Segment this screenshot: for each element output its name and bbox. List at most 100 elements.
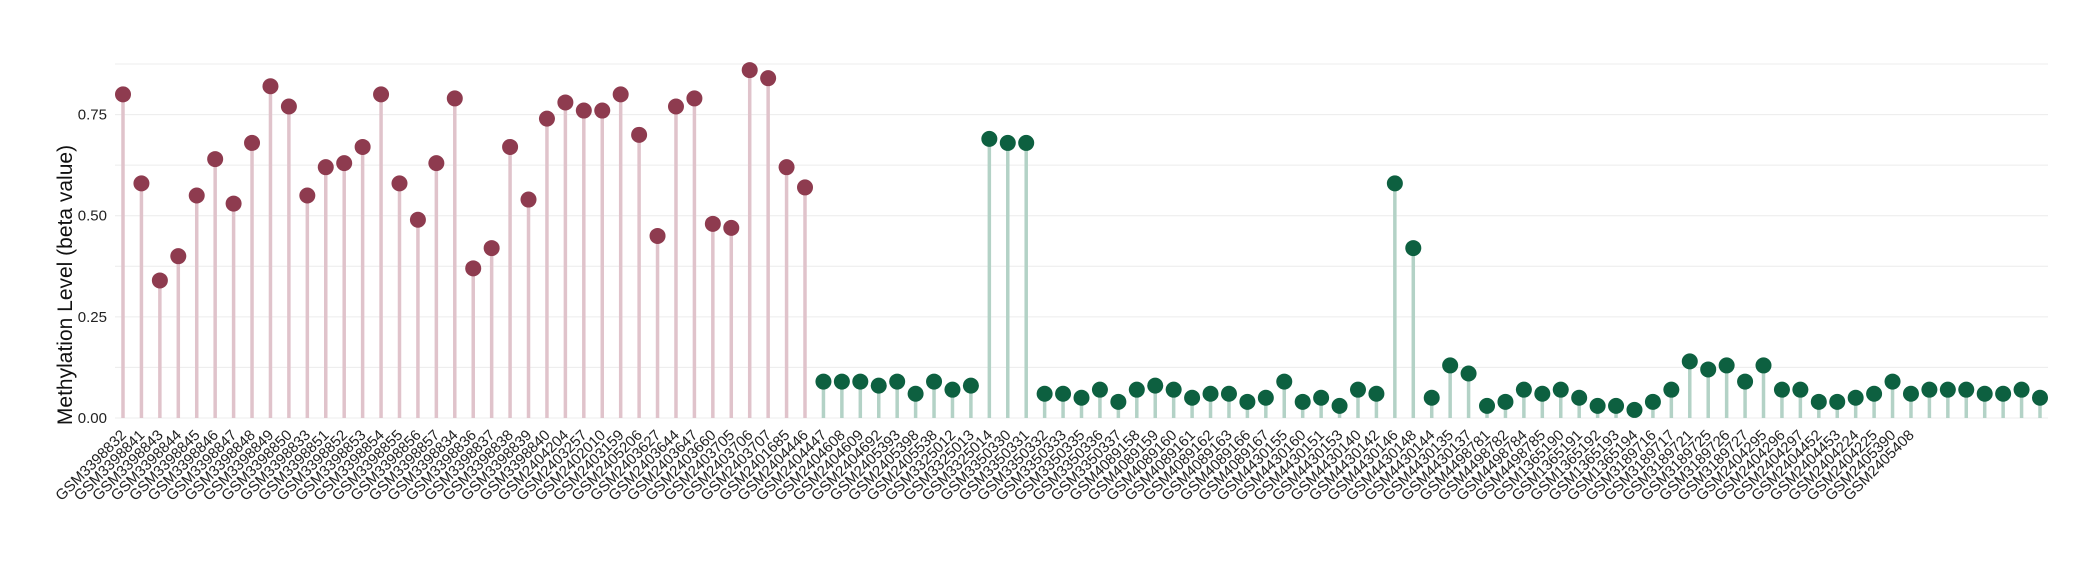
lollipop-point — [1331, 397, 1348, 414]
lollipop-point — [649, 227, 666, 244]
lollipop-point — [1995, 385, 2012, 402]
y-tick-label: 0.75 — [78, 107, 107, 124]
lollipop-point — [1700, 361, 1717, 378]
lollipop-point — [833, 373, 850, 390]
lollipop-point — [244, 134, 261, 151]
lollipop-point — [225, 195, 242, 212]
lollipop-point — [1091, 381, 1108, 398]
lollipop-point — [1147, 377, 1164, 394]
lollipop-point — [944, 381, 961, 398]
lollipop-point — [612, 86, 629, 103]
y-tick-label: 0.00 — [78, 410, 107, 427]
lollipop-point — [299, 187, 316, 204]
lollipop-point — [631, 126, 648, 143]
lollipop-point — [686, 90, 703, 107]
lollipop-point — [428, 155, 445, 172]
lollipop-point — [1202, 385, 1219, 402]
lollipop-point — [667, 98, 684, 115]
lollipop-point — [723, 219, 740, 236]
lollipop-point — [594, 102, 611, 119]
lollipop-point — [1018, 134, 1035, 151]
lollipop-point — [1755, 357, 1772, 374]
lollipop-point — [1386, 175, 1403, 192]
lollipop-point — [760, 70, 777, 87]
lollipop-point — [1497, 393, 1514, 410]
y-axis-ticks: 0.00 0.25 0.50 0.75 — [78, 107, 107, 427]
lollipop-point — [1663, 381, 1680, 398]
lollipop-point — [2032, 389, 2048, 406]
lollipop-point — [1773, 381, 1790, 398]
lollipop-point — [115, 86, 131, 103]
lollipop-point — [133, 175, 150, 192]
lollipop-point — [962, 377, 979, 394]
lollipop-point — [999, 134, 1016, 151]
lollipop-point — [409, 211, 426, 228]
lollipop-point — [1349, 381, 1366, 398]
lollipop-point — [1276, 373, 1293, 390]
lollipop-point — [373, 86, 390, 103]
lollipop-point — [2013, 381, 2030, 398]
lollipop-point — [1073, 389, 1090, 406]
lollipop-point — [981, 130, 998, 147]
lollipop-point — [520, 191, 537, 208]
lollipop-point — [889, 373, 906, 390]
lollipop-point — [446, 90, 463, 107]
dot-layer — [115, 62, 2048, 418]
lollipop-point — [1829, 393, 1846, 410]
lollipop-point — [926, 373, 943, 390]
lollipop-point — [354, 138, 371, 155]
lollipop-point — [1810, 393, 1827, 410]
lollipop-point — [262, 78, 279, 95]
y-tick-label: 0.50 — [78, 208, 107, 225]
lollipop-point — [207, 151, 224, 168]
lollipop-point — [151, 272, 168, 289]
lollipop-point — [741, 62, 758, 79]
lollipop-point — [1128, 381, 1145, 398]
lollipop-point — [1534, 385, 1551, 402]
lollipop-point — [1239, 393, 1256, 410]
lollipop-point — [1220, 385, 1237, 402]
lollipop-point — [1884, 373, 1901, 390]
lollipop-point — [1589, 397, 1606, 414]
lollipop-point — [575, 102, 592, 119]
lollipop-point — [391, 175, 408, 192]
lollipop-point — [336, 155, 353, 172]
lollipop-point — [1866, 385, 1883, 402]
lollipop-point — [1571, 389, 1588, 406]
lollipop-point — [1257, 389, 1274, 406]
lollipop-point — [280, 98, 297, 115]
lollipop-point — [1902, 385, 1919, 402]
lollipop-point — [188, 187, 205, 204]
lollipop-point — [1958, 381, 1975, 398]
lollipop-point — [1939, 381, 1956, 398]
y-tick-label: 0.25 — [78, 309, 107, 326]
lollipop-point — [1110, 393, 1127, 410]
lollipop-point — [907, 385, 924, 402]
lollipop-point — [1368, 385, 1385, 402]
lollipop-point — [1737, 373, 1754, 390]
lollipop-point — [1515, 381, 1532, 398]
lollipop-point — [1552, 381, 1569, 398]
lollipop-point — [1608, 397, 1625, 414]
lollipop-point — [557, 94, 574, 111]
lollipop-point — [1792, 381, 1809, 398]
lollipop-point — [1681, 353, 1698, 370]
lollipop-point — [1405, 240, 1422, 257]
lollipop-point — [170, 248, 187, 265]
lollipop-point — [1036, 385, 1053, 402]
lollipop-point — [1313, 389, 1330, 406]
lollipop-point — [1165, 381, 1182, 398]
lollipop-point — [1442, 357, 1459, 374]
lollipop-point — [1626, 401, 1643, 418]
lollipop-point — [815, 373, 832, 390]
lollipop-point — [538, 110, 555, 127]
lollipop-point — [778, 159, 795, 176]
lollipop-point — [1479, 397, 1496, 414]
lollipop-point — [797, 179, 814, 196]
lollipop-point — [1644, 393, 1661, 410]
lollipop-point — [852, 373, 869, 390]
lollipop-point — [1294, 393, 1311, 410]
x-axis-ticks: GSM3398832GSM3398841GSM3398843GSM3398844… — [52, 427, 1917, 504]
lollipop-point — [1718, 357, 1735, 374]
